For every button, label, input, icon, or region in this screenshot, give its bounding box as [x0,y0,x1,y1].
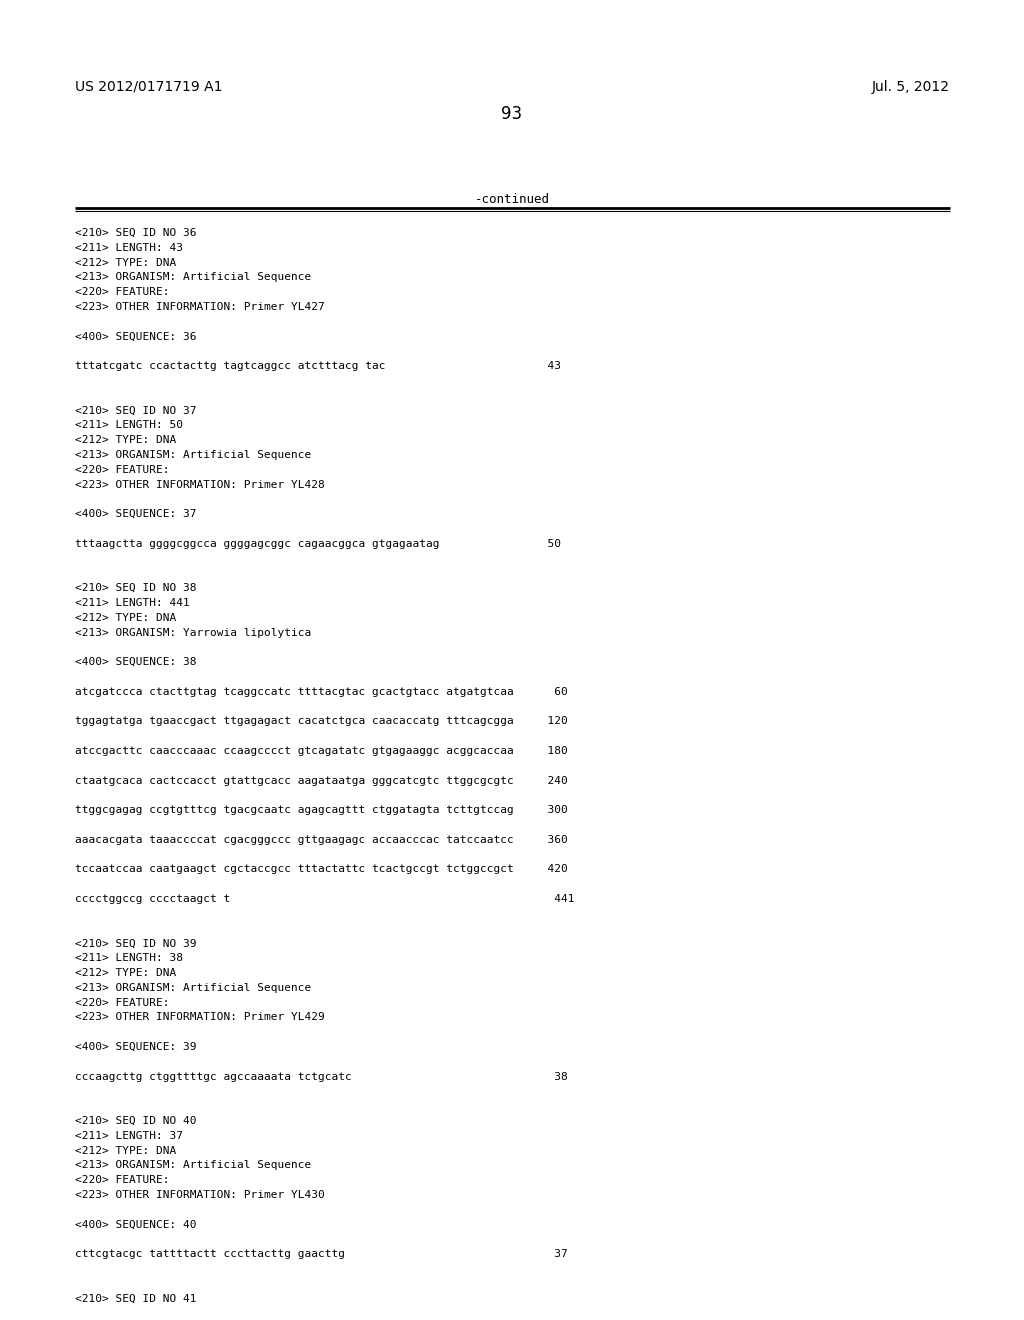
Text: atcgatccca ctacttgtag tcaggccatc ttttacgtac gcactgtacc atgatgtcaa      60: atcgatccca ctacttgtag tcaggccatc ttttacg… [75,686,567,697]
Text: tggagtatga tgaaccgact ttgagagact cacatctgca caacaccatg tttcagcgga     120: tggagtatga tgaaccgact ttgagagact cacatct… [75,717,567,726]
Text: <210> SEQ ID NO 36: <210> SEQ ID NO 36 [75,228,197,238]
Text: cttcgtacgc tattttactt cccttacttg gaacttg                               37: cttcgtacgc tattttactt cccttacttg gaacttg… [75,1249,567,1259]
Text: 93: 93 [502,106,522,123]
Text: <212> TYPE: DNA: <212> TYPE: DNA [75,612,176,623]
Text: <220> FEATURE:: <220> FEATURE: [75,465,170,475]
Text: -continued: -continued [474,193,550,206]
Text: <210> SEQ ID NO 38: <210> SEQ ID NO 38 [75,583,197,593]
Text: cccaagcttg ctggttttgc agccaaaata tctgcatc                              38: cccaagcttg ctggttttgc agccaaaata tctgcat… [75,1072,567,1081]
Text: <210> SEQ ID NO 37: <210> SEQ ID NO 37 [75,405,197,416]
Text: <212> TYPE: DNA: <212> TYPE: DNA [75,257,176,268]
Text: <213> ORGANISM: Artificial Sequence: <213> ORGANISM: Artificial Sequence [75,450,311,459]
Text: <210> SEQ ID NO 40: <210> SEQ ID NO 40 [75,1115,197,1126]
Text: <212> TYPE: DNA: <212> TYPE: DNA [75,436,176,445]
Text: ttggcgagag ccgtgtttcg tgacgcaatc agagcagttt ctggatagta tcttgtccag     300: ttggcgagag ccgtgtttcg tgacgcaatc agagcag… [75,805,567,816]
Text: <213> ORGANISM: Artificial Sequence: <213> ORGANISM: Artificial Sequence [75,272,311,282]
Text: ctaatgcaca cactccacct gtattgcacc aagataatga gggcatcgtc ttggcgcgtc     240: ctaatgcaca cactccacct gtattgcacc aagataa… [75,776,567,785]
Text: <213> ORGANISM: Yarrowia lipolytica: <213> ORGANISM: Yarrowia lipolytica [75,627,311,638]
Text: <220> FEATURE:: <220> FEATURE: [75,998,170,1007]
Text: <223> OTHER INFORMATION: Primer YL428: <223> OTHER INFORMATION: Primer YL428 [75,479,325,490]
Text: cccctggccg cccctaagct t                                                441: cccctggccg cccctaagct t 441 [75,894,574,904]
Text: <210> SEQ ID NO 39: <210> SEQ ID NO 39 [75,939,197,948]
Text: <220> FEATURE:: <220> FEATURE: [75,288,170,297]
Text: <212> TYPE: DNA: <212> TYPE: DNA [75,968,176,978]
Text: <211> LENGTH: 38: <211> LENGTH: 38 [75,953,183,964]
Text: <400> SEQUENCE: 40: <400> SEQUENCE: 40 [75,1220,197,1230]
Text: <211> LENGTH: 43: <211> LENGTH: 43 [75,243,183,253]
Text: aaacacgata taaaccccat cgacgggccc gttgaagagc accaacccac tatccaatcc     360: aaacacgata taaaccccat cgacgggccc gttgaag… [75,834,567,845]
Text: <223> OTHER INFORMATION: Primer YL430: <223> OTHER INFORMATION: Primer YL430 [75,1191,325,1200]
Text: <212> TYPE: DNA: <212> TYPE: DNA [75,1146,176,1155]
Text: US 2012/0171719 A1: US 2012/0171719 A1 [75,81,222,94]
Text: <211> LENGTH: 50: <211> LENGTH: 50 [75,420,183,430]
Text: <220> FEATURE:: <220> FEATURE: [75,1175,170,1185]
Text: <211> LENGTH: 37: <211> LENGTH: 37 [75,1131,183,1140]
Text: <213> ORGANISM: Artificial Sequence: <213> ORGANISM: Artificial Sequence [75,1160,311,1171]
Text: <223> OTHER INFORMATION: Primer YL429: <223> OTHER INFORMATION: Primer YL429 [75,1012,325,1023]
Text: tttatcgatc ccactacttg tagtcaggcc atctttacg tac                        43: tttatcgatc ccactacttg tagtcaggcc atcttta… [75,362,561,371]
Text: <400> SEQUENCE: 39: <400> SEQUENCE: 39 [75,1041,197,1052]
Text: <210> SEQ ID NO 41: <210> SEQ ID NO 41 [75,1294,197,1304]
Text: <223> OTHER INFORMATION: Primer YL427: <223> OTHER INFORMATION: Primer YL427 [75,302,325,312]
Text: <400> SEQUENCE: 36: <400> SEQUENCE: 36 [75,331,197,342]
Text: tttaagctta ggggcggcca ggggagcggc cagaacggca gtgagaatag                50: tttaagctta ggggcggcca ggggagcggc cagaacg… [75,539,561,549]
Text: <400> SEQUENCE: 38: <400> SEQUENCE: 38 [75,657,197,667]
Text: Jul. 5, 2012: Jul. 5, 2012 [872,81,950,94]
Text: atccgacttc caacccaaac ccaagcccct gtcagatatc gtgagaaggc acggcaccaa     180: atccgacttc caacccaaac ccaagcccct gtcagat… [75,746,567,756]
Text: <400> SEQUENCE: 37: <400> SEQUENCE: 37 [75,510,197,519]
Text: <211> LENGTH: 441: <211> LENGTH: 441 [75,598,189,609]
Text: <213> ORGANISM: Artificial Sequence: <213> ORGANISM: Artificial Sequence [75,983,311,993]
Text: tccaatccaa caatgaagct cgctaccgcc tttactattc tcactgccgt tctggccgct     420: tccaatccaa caatgaagct cgctaccgcc tttacta… [75,865,567,874]
